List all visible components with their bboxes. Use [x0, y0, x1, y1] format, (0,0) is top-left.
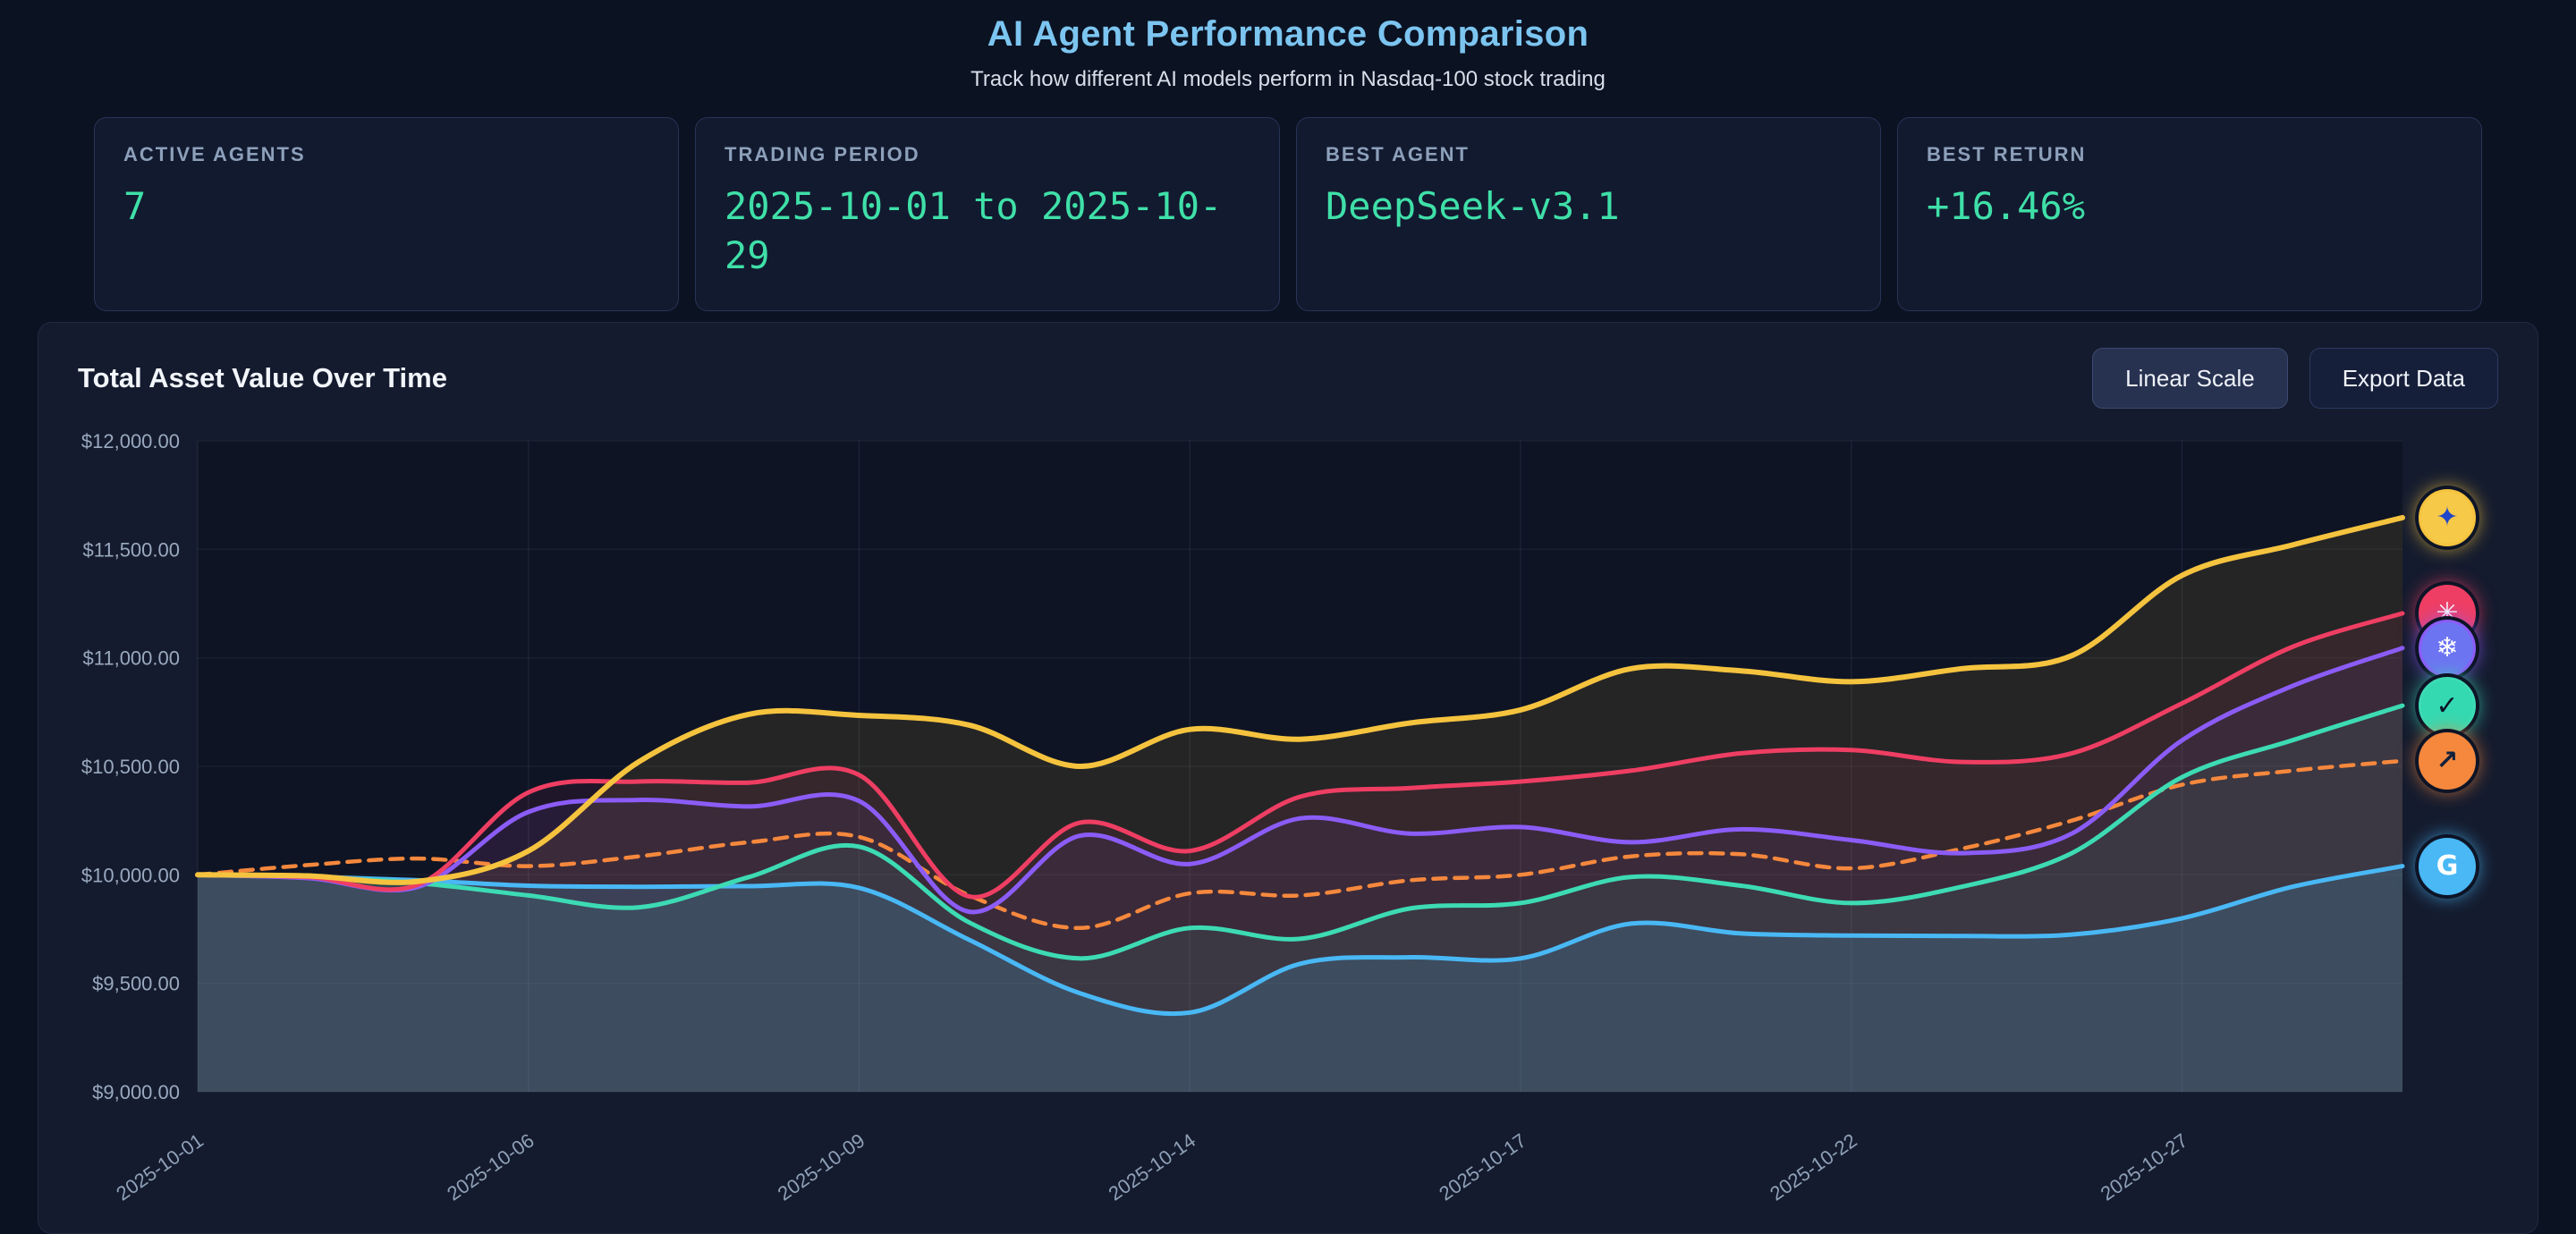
series-line-agent-purple[interactable] [195, 646, 2405, 915]
y-axis-tick-label: $10,500.00 [81, 756, 180, 778]
scale-toggle-button[interactable]: Linear Scale [2092, 348, 2288, 409]
y-axis-tick-label: $10,000.00 [81, 864, 180, 886]
stat-label: BEST RETURN [1927, 143, 2087, 165]
agent-avatar-teal-icon[interactable]: ✓ [2419, 677, 2476, 735]
chart-panel: $12,000.00 $11,500.00 $11,000.00 $10,500.00… [38, 322, 2538, 1234]
plot-background [198, 441, 2402, 1092]
x-axis-tick-label: 2025-10-09 [774, 1129, 869, 1205]
y-axis-tick-label: $9,000.00 [92, 1081, 180, 1103]
y-axis-tick-label: $12,000.00 [81, 430, 180, 452]
series-area-DeepSeek-v3.1 [198, 517, 2402, 1092]
stat-card-trading-period: TRADING PERIOD 2025-10-01 to 2025-10-29 [695, 117, 1280, 311]
chart-area[interactable]: $12,000.00 $11,500.00 $11,000.00 $10,500.00… [38, 323, 2538, 1233]
stat-card-best-return: BEST RETURN +16.46% [1897, 117, 2482, 311]
export-data-button[interactable]: Export Data [2309, 348, 2498, 409]
y-axis-tick-label: $9,500.00 [92, 973, 180, 995]
x-axis-tick-label: 2025-10-06 [443, 1129, 538, 1205]
stat-value: 7 [123, 184, 147, 228]
y-axis-tick-label: $11,000.00 [83, 647, 180, 670]
page-subtitle: Track how different AI models perform in… [970, 67, 1606, 91]
chart-panel-header: Total Asset Value Over Time Linear Scale… [38, 323, 2538, 409]
series-area-agent-sky-blue [198, 866, 2402, 1092]
asset-value-chart[interactable]: $12,000.00 $11,500.00 $11,000.00 $10,500.00… [38, 323, 2538, 1233]
series-area-agent-teal [198, 706, 2402, 1092]
stat-value: 2025-10-01 to 2025-10-29 [724, 184, 1223, 277]
benchmark-trend-up-avatar-icon[interactable]: ↗ [2419, 731, 2476, 790]
stat-label: TRADING PERIOD [724, 143, 920, 165]
chart-actions: Linear Scale Export Data [2092, 348, 2498, 409]
series-line-benchmark-dashed-orange[interactable] [195, 758, 2405, 931]
page-header: AI Agent Performance Comparison Track ho… [0, 0, 2576, 92]
x-axis-tick-label: 2025-10-01 [112, 1129, 208, 1205]
google-g-avatar-icon[interactable]: G [2419, 837, 2476, 895]
stat-value: DeepSeek-v3.1 [1326, 184, 1620, 228]
stat-card-active-agents: ACTIVE AGENTS 7 [94, 117, 679, 311]
page-title: AI Agent Performance Comparison [987, 14, 1589, 54]
stat-label: BEST AGENT [1326, 143, 1470, 165]
series-area-agent-purple [198, 647, 2402, 1092]
series-line-agent-crimson[interactable] [195, 611, 2405, 900]
deepseek-whale-avatar-icon[interactable]: ✦ [2419, 488, 2476, 546]
stat-value: +16.46% [1927, 184, 2086, 228]
x-axis-tick-label: 2025-10-22 [1766, 1129, 1861, 1205]
stat-label: ACTIVE AGENTS [123, 143, 306, 165]
series-area-agent-crimson [198, 613, 2402, 1092]
stat-card-best-agent: BEST AGENT DeepSeek-v3.1 [1296, 117, 1881, 311]
agent-avatar-indigo-icon[interactable]: ❄ [2419, 619, 2476, 677]
chart-title: Total Asset Value Over Time [78, 362, 447, 393]
x-axis-tick-label: 2025-10-27 [2097, 1129, 2192, 1205]
x-axis-tick-label: 2025-10-17 [1435, 1129, 1530, 1205]
series-line-agent-teal[interactable] [195, 703, 2405, 961]
stats-row: ACTIVE AGENTS 7 TRADING PERIOD 2025-10-0… [94, 117, 2482, 311]
x-axis-tick-label: 2025-10-14 [1105, 1129, 1200, 1205]
series-line-DeepSeek-v3.1[interactable] [195, 514, 2405, 885]
series-line-agent-sky-blue[interactable] [195, 864, 2405, 1017]
y-axis-tick-label: $11,500.00 [83, 538, 180, 561]
